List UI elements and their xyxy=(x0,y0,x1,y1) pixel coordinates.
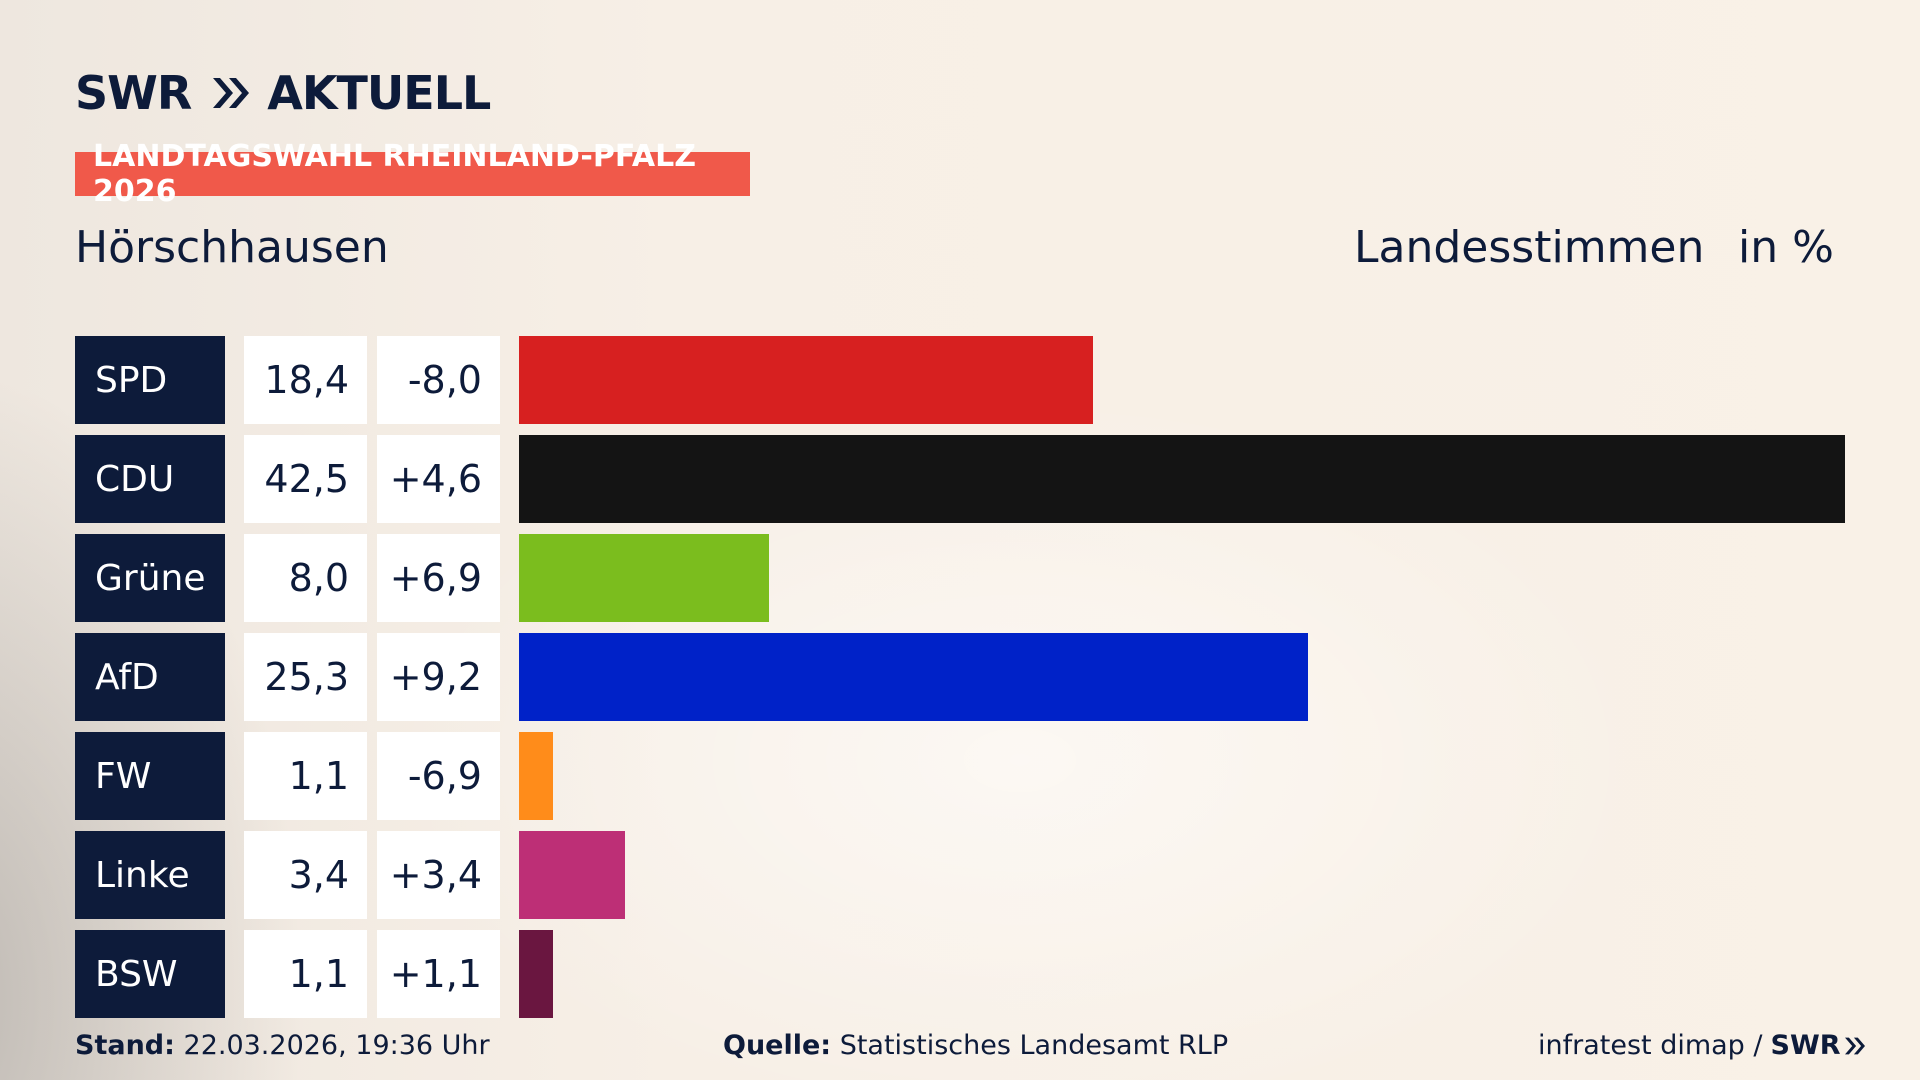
stand-label: Stand: xyxy=(75,1030,175,1061)
credit-swr-logo: SWR xyxy=(1771,1030,1867,1061)
party-label: Grüne xyxy=(75,534,225,622)
value-label: 8,0 xyxy=(244,534,367,622)
chart-row-spd: SPD 18,4 -8,0 xyxy=(75,336,1845,424)
change-label: -8,0 xyxy=(377,336,500,424)
swr-aktuell-logo: SWR AKTUELL xyxy=(75,66,491,120)
footer-credit: infratest dimap / SWR xyxy=(1538,1030,1867,1061)
value-label: 42,5 xyxy=(244,435,367,523)
party-label: BSW xyxy=(75,930,225,1018)
bar-afd xyxy=(519,633,1308,721)
value-label: 18,4 xyxy=(244,336,367,424)
value-label: 25,3 xyxy=(244,633,367,721)
bar-grüne xyxy=(519,534,769,622)
source-value: Statistisches Landesamt RLP xyxy=(839,1030,1229,1061)
change-label: +4,6 xyxy=(377,435,500,523)
logo-aktuell: AKTUELL xyxy=(267,66,491,120)
change-label: +9,2 xyxy=(377,633,500,721)
chart-row-linke: Linke 3,4 +3,4 xyxy=(75,831,1845,919)
double-chevron-icon xyxy=(211,75,251,111)
change-label: +3,4 xyxy=(377,831,500,919)
location-title: Hörschhausen xyxy=(75,222,389,273)
chart-row-grüne: Grüne 8,0 +6,9 xyxy=(75,534,1845,622)
party-label: CDU xyxy=(75,435,225,523)
value-label: 1,1 xyxy=(244,930,367,1018)
chart-row-bsw: BSW 1,1 +1,1 xyxy=(75,930,1845,1018)
bar-fw xyxy=(519,732,553,820)
chart-row-cdu: CDU 42,5 +4,6 xyxy=(75,435,1845,523)
party-label: AfD xyxy=(75,633,225,721)
chart-row-fw: FW 1,1 -6,9 xyxy=(75,732,1845,820)
stand-value: 22.03.2026, 19:36 Uhr xyxy=(183,1030,490,1061)
bar-linke xyxy=(519,831,625,919)
party-label: FW xyxy=(75,732,225,820)
credit-swr-text: SWR xyxy=(1770,1030,1841,1061)
source-label: Quelle: xyxy=(723,1030,832,1061)
bar-bsw xyxy=(519,930,553,1018)
chart-row-afd: AfD 25,3 +9,2 xyxy=(75,633,1845,721)
logo-swr: SWR xyxy=(75,66,192,120)
credit-chevron-icon xyxy=(1844,1037,1865,1054)
party-label: SPD xyxy=(75,336,225,424)
bar-cdu xyxy=(519,435,1845,523)
value-label: 1,1 xyxy=(244,732,367,820)
change-label: +6,9 xyxy=(377,534,500,622)
change-label: -6,9 xyxy=(377,732,500,820)
unit-label: in % xyxy=(1738,222,1834,273)
value-label: 3,4 xyxy=(244,831,367,919)
credit-text: infratest dimap / xyxy=(1538,1030,1763,1061)
footer-source: Quelle: Statistisches Landesamt RLP xyxy=(723,1030,1228,1061)
measure-label: Landesstimmen xyxy=(1354,222,1705,273)
footer-stand: Stand: 22.03.2026, 19:36 Uhr xyxy=(75,1030,490,1061)
party-label: Linke xyxy=(75,831,225,919)
change-label: +1,1 xyxy=(377,930,500,1018)
bar-spd xyxy=(519,336,1093,424)
